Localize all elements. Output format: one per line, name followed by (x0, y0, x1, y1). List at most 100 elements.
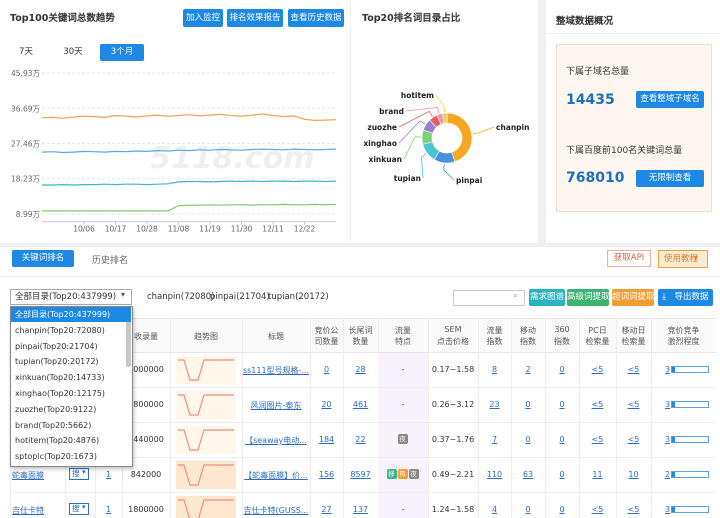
table-cell[interactable]: 8 (491, 365, 498, 374)
caret: ▾ (82, 503, 86, 511)
table-cell[interactable]: 27 (321, 505, 332, 514)
tool-button[interactable]: 高级词提取 (567, 289, 610, 306)
tab[interactable]: 历史排名 (92, 256, 129, 266)
tab[interactable]: 关键词排名 (12, 250, 74, 267)
dropdown-option[interactable]: hotitem(Top20:4876) (15, 436, 100, 446)
table-cell[interactable]: <5 (627, 435, 640, 444)
category-tag[interactable]: pinpai(21704) (210, 292, 270, 302)
charts: Top100关键词总数趋势 8.99万 18.23万 27.46万 36.69万 45.9… (10, 12, 529, 234)
table-cell[interactable]: 3 (665, 400, 671, 409)
category-select[interactable]: 全部目录(Top20:437999) (10, 289, 132, 305)
trend-sparkline (178, 359, 234, 381)
header-button[interactable]: 加入监控 (183, 9, 223, 27)
dropdown-option[interactable]: xinkuan(Top20:14733) (15, 373, 105, 383)
search-button[interactable]: 搜 (69, 503, 89, 515)
x-tick-label: 10/28 (136, 225, 158, 234)
table-cell[interactable]: 3 (665, 505, 671, 514)
x-tick-label: 11/30 (231, 225, 253, 234)
dropdown-option[interactable]: xinghao(Top20:12175) (15, 389, 106, 398)
search-button[interactable]: 搜 (69, 468, 89, 480)
column-header: 数量 (352, 337, 369, 346)
table-cell[interactable]: <5 (627, 365, 640, 374)
table-cell[interactable]: 184 (318, 435, 335, 444)
table-cell[interactable]: 11 (592, 470, 603, 479)
category-tag[interactable]: tupian(20172) (268, 292, 329, 302)
column-header: 移动 (520, 326, 536, 335)
table-cell[interactable]: 28 (355, 365, 366, 374)
api-link[interactable]: 获取API (607, 250, 651, 267)
range-tab[interactable]: 30天 (63, 47, 83, 57)
overview-rule (546, 33, 720, 34)
table-cell[interactable]: 0 (525, 505, 531, 514)
sparkline (178, 464, 234, 486)
dropdown-option[interactable]: sptopic(Top20:1673) (15, 452, 97, 462)
column-header: 激烈程度 (667, 337, 700, 346)
table-cell[interactable]: 0 (559, 435, 565, 444)
dropdown-option[interactable]: zuozhe(Top20:9122) (15, 404, 97, 414)
table-cell[interactable]: 3 (665, 435, 671, 444)
dropdown-option[interactable]: tupian(Top20:20172) (15, 357, 99, 367)
column-header: 趋势图 (194, 332, 218, 341)
table-cell[interactable]: 137 (352, 505, 369, 514)
table-cell[interactable]: 10 (628, 470, 639, 479)
tool-button[interactable]: 导出数据 (658, 289, 713, 306)
table-cell[interactable]: 63 (522, 470, 534, 479)
table-cell[interactable]: 蛇毒面膜 (12, 471, 44, 480)
tool-button[interactable]: 需求图谱 (529, 289, 565, 306)
table-cell[interactable]: 2 (525, 365, 531, 374)
table-cell[interactable]: 22 (355, 435, 366, 444)
column-header: 竞价竞争 (667, 326, 700, 335)
table-cell[interactable]: <5 (591, 365, 604, 374)
table-cell[interactable]: 0 (525, 435, 531, 444)
dropdown-option[interactable]: brand(Top20:5662) (15, 420, 92, 430)
table-cell[interactable]: 【蛇毒面膜】价... (244, 471, 308, 480)
tool-button[interactable]: 超词词提取 (612, 289, 655, 306)
table-cell[interactable]: <5 (627, 400, 640, 409)
table-cell[interactable]: 0 (559, 400, 565, 409)
table-cell[interactable]: 吉仕卡特(GUSS... (243, 506, 309, 515)
pie-label: chanpin (496, 123, 529, 132)
table-cell[interactable]: 吉仕卡特 (12, 506, 44, 515)
dropdown-option[interactable]: 全部目录(Top20:437999) (11, 307, 131, 322)
table-cell[interactable]: 110 (486, 470, 503, 479)
table-cell[interactable]: <5 (591, 400, 604, 409)
table-cell: 1.24~1.58 (431, 505, 475, 514)
range-tab[interactable]: 7天 (19, 47, 33, 57)
watermark: 5118.com (150, 141, 315, 176)
table-cell[interactable]: <5 (591, 505, 604, 514)
table-cell[interactable]: 0 (525, 400, 531, 409)
table-cell[interactable]: 风润图片-泰东 (250, 401, 302, 410)
table-cell[interactable]: 7 (491, 435, 498, 444)
dropdown-option[interactable]: pinpai(Top20:21704) (15, 341, 98, 351)
purple-band (378, 493, 428, 518)
dropdown-option[interactable]: chanpin(Top20:72080) (15, 325, 105, 335)
pie-label: xinkuan (369, 155, 402, 164)
table-cell[interactable]: 8597 (350, 470, 371, 479)
table-cell[interactable]: 2 (665, 470, 671, 479)
table-cell[interactable]: 0 (559, 365, 565, 374)
dropdown (10, 306, 133, 467)
table-cell[interactable]: <5 (591, 435, 604, 444)
table-cell[interactable]: 156 (318, 470, 335, 479)
header-button[interactable]: 排名效果报告 (227, 9, 283, 27)
category-tag[interactable]: chanpin(72080) (147, 292, 215, 302)
card-divider (350, 0, 351, 243)
overview-button[interactable]: 无限制查看 (636, 170, 704, 187)
header-button[interactable]: 查看历史数据 (288, 9, 344, 27)
table-cell[interactable]: <5 (627, 505, 640, 514)
tutorial-button[interactable]: 使用教程 (658, 250, 708, 268)
table-cell[interactable]: ss111型号规格-... (242, 366, 310, 375)
table-cell[interactable]: 4 (491, 505, 498, 514)
table-cell[interactable]: 【seaway电动... (245, 436, 307, 445)
table-cell[interactable]: 461 (352, 400, 369, 409)
table-cell[interactable]: 20 (321, 400, 332, 409)
table-cell[interactable]: 3 (665, 365, 671, 374)
search-box[interactable] (453, 290, 525, 306)
range-tab[interactable]: 3个月 (100, 44, 144, 61)
table-cell[interactable]: 0 (559, 505, 565, 514)
overview-button[interactable]: 查看整域子域名 (636, 91, 704, 108)
y-tick-label: 18.23万 (11, 175, 40, 184)
table-cell[interactable]: 23 (489, 400, 500, 409)
table-cell[interactable]: 0 (323, 365, 330, 374)
table-cell[interactable]: 0 (559, 470, 565, 479)
